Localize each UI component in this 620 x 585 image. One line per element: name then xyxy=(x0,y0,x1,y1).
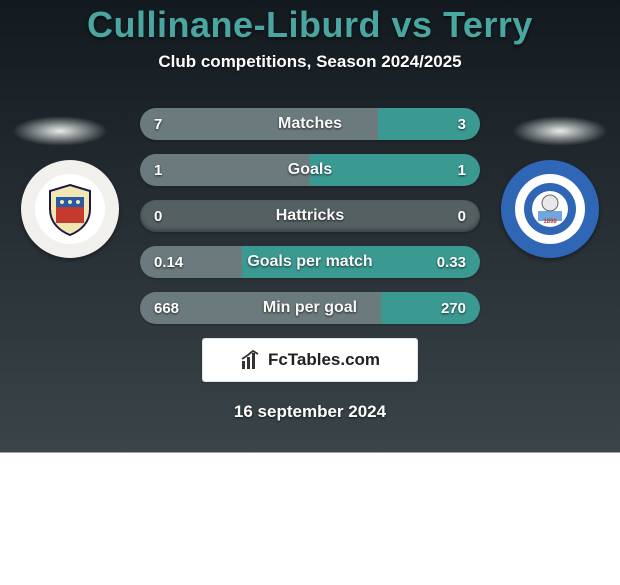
stat-value-right: 270 xyxy=(427,292,480,324)
stat-row: 668270Min per goal xyxy=(140,292,480,324)
stat-row: 73Matches xyxy=(140,108,480,140)
right-team-crest: 1898 xyxy=(501,160,599,258)
stat-label-wrap: Hattricks xyxy=(140,200,480,232)
stat-value-left: 1 xyxy=(140,154,176,186)
stat-value-right: 0 xyxy=(444,200,480,232)
stat-value-right: 1 xyxy=(444,154,480,186)
right-crest-inner: 1898 xyxy=(515,174,585,244)
brand-text: FcTables.com xyxy=(268,350,380,370)
left-crest-inner xyxy=(35,174,105,244)
svg-text:1898: 1898 xyxy=(543,219,557,225)
stat-row: 0.140.33Goals per match xyxy=(140,246,480,278)
left-team-crest xyxy=(21,160,119,258)
stat-row: 11Goals xyxy=(140,154,480,186)
stat-row: 0 0 Hattricks xyxy=(140,200,480,232)
stat-value-left: 0.14 xyxy=(140,246,197,278)
stat-value-left: 0 xyxy=(140,200,176,232)
stat-value-right: 0.33 xyxy=(423,246,480,278)
chart-icon xyxy=(240,349,262,371)
comparison-stage: 1898 73Matches11Goals00Hattricks0.140.33… xyxy=(0,100,620,330)
footer-date: 16 september 2024 xyxy=(234,402,386,422)
subtitle: Club competitions, Season 2024/2025 xyxy=(158,52,461,72)
page-title: Cullinane-Liburd vs Terry xyxy=(87,4,533,46)
right-shadow-ellipse xyxy=(512,116,608,146)
stat-value-left: 668 xyxy=(140,292,193,324)
content: Cullinane-Liburd vs Terry Club competiti… xyxy=(0,0,620,422)
shield-icon xyxy=(42,181,98,237)
ball-icon: 1898 xyxy=(522,181,578,237)
stat-value-right: 3 xyxy=(444,108,480,140)
left-shadow-ellipse xyxy=(12,116,108,146)
brand-box[interactable]: FcTables.com xyxy=(202,338,418,382)
stat-bars: 73Matches11Goals00Hattricks0.140.33Goals… xyxy=(140,108,480,324)
stat-value-left: 7 xyxy=(140,108,176,140)
stat-label: Hattricks xyxy=(276,207,344,225)
